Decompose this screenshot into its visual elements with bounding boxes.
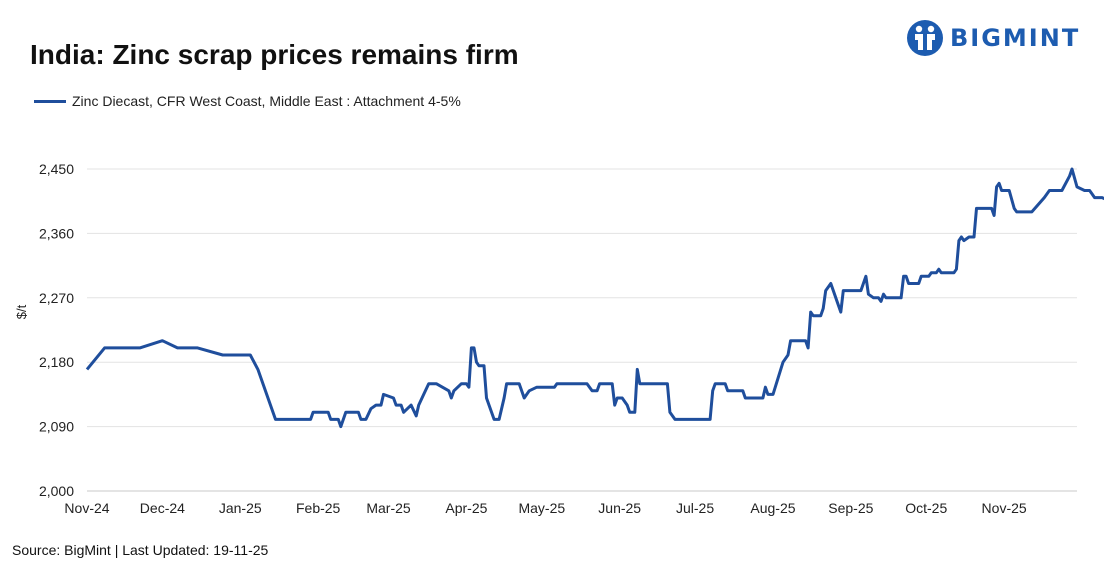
series-line [85, 167, 1104, 429]
y-axis-label: $/t [14, 304, 29, 319]
y-tick-label: 2,000 [39, 483, 74, 499]
x-tick-label: Dec-24 [140, 500, 185, 516]
x-tick-label: Aug-25 [750, 500, 795, 516]
x-tick-label: Jan-25 [219, 500, 262, 516]
y-tick-label: 2,270 [39, 290, 74, 306]
brand-name: BIGMINT [950, 24, 1081, 52]
x-tick-label: Apr-25 [445, 500, 487, 516]
x-tick-label: Sep-25 [828, 500, 873, 516]
x-tick-label: Feb-25 [296, 500, 341, 516]
legend: Zinc Diecast, CFR West Coast, Middle Eas… [34, 93, 461, 109]
source-footnote: Source: BigMint | Last Updated: 19-11-25 [12, 542, 269, 558]
x-tick-label: Oct-25 [905, 500, 947, 516]
legend-label: Zinc Diecast, CFR West Coast, Middle Eas… [72, 93, 461, 109]
x-tick-label: Nov-25 [982, 500, 1027, 516]
x-tick-label: May-25 [518, 500, 565, 516]
y-tick-label: 2,360 [39, 225, 74, 241]
chart-title: India: Zinc scrap prices remains firm [30, 39, 519, 70]
y-axis-ticks: 2,000 2,090 2,180 2,270 2,360 2,450 [39, 161, 74, 499]
y-tick-label: 2,180 [39, 354, 74, 370]
bigmint-logo-icon [907, 20, 943, 56]
x-axis-ticks: Nov-24 Dec-24 Jan-25 Feb-25 Mar-25 Apr-25 May-… [64, 500, 1026, 516]
y-tick-label: 2,450 [39, 161, 74, 177]
x-tick-label: Mar-25 [366, 500, 411, 516]
x-tick-label: Jul-25 [676, 500, 714, 516]
legend-swatch [34, 99, 66, 103]
grid-lines [87, 168, 1077, 428]
y-tick-label: 2,090 [39, 419, 74, 435]
x-tick-label: Nov-24 [64, 500, 109, 516]
series-group [85, 167, 1104, 429]
brand-logo: BIGMINT [906, 18, 1080, 58]
x-tick-label: Jun-25 [598, 500, 641, 516]
